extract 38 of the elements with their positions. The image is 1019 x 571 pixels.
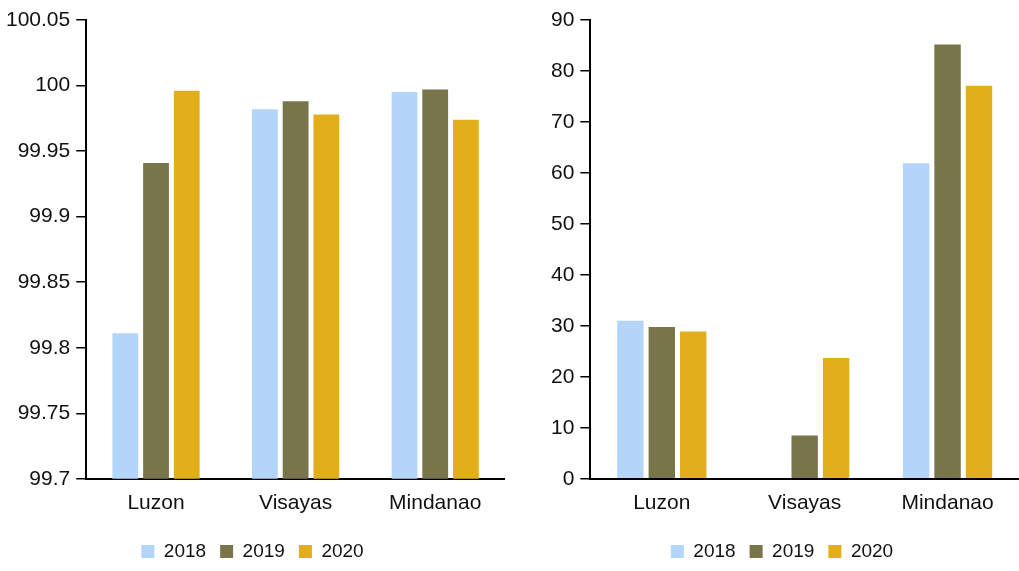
bar: [965, 85, 993, 479]
bar: [648, 326, 675, 479]
legend-label: 2020: [321, 539, 364, 561]
y-tick-label: 99.95: [17, 137, 71, 161]
y-tick-label: 70: [551, 108, 575, 132]
bar: [902, 163, 930, 479]
x-tick-label: Luzon: [633, 490, 691, 514]
x-tick-label: Mindanao: [389, 490, 482, 514]
x-tick-label: Visayas: [768, 490, 842, 514]
y-tick-label: 40: [551, 261, 575, 285]
legend-label: 2019: [772, 539, 815, 561]
y-tick-label: 30: [551, 312, 575, 336]
y-tick-label: 100: [35, 72, 71, 96]
bar: [791, 435, 818, 479]
y-tick-label: 50: [551, 210, 575, 234]
x-tick-label: Luzon: [127, 490, 185, 514]
legend-label: 2019: [242, 539, 285, 561]
y-tick-label: 99.9: [29, 203, 71, 227]
x-tick-label: Mindanao: [901, 490, 994, 514]
y-tick-label: 99.7: [29, 465, 71, 489]
y-tick-label: 0: [562, 465, 575, 489]
y-tick-label: 10: [551, 414, 575, 438]
y-tick-label: 100.05: [6, 6, 71, 30]
legend-label: 2018: [163, 539, 207, 561]
y-tick-label: 80: [551, 57, 575, 81]
y-tick-label: 20: [551, 363, 575, 387]
bar: [617, 320, 644, 479]
y-tick-label: 90: [551, 6, 575, 30]
y-tick-label: 99.8: [29, 334, 71, 358]
legend-label: 2018: [693, 539, 736, 561]
y-tick-label: 60: [551, 159, 575, 183]
y-tick-label: 99.75: [17, 400, 71, 424]
bar: [934, 44, 961, 479]
legend-label: 2020: [850, 539, 894, 561]
bar: [680, 331, 707, 479]
x-tick-label: Visayas: [259, 490, 333, 514]
bar: [822, 357, 850, 479]
y-tick-label: 99.85: [17, 268, 71, 292]
